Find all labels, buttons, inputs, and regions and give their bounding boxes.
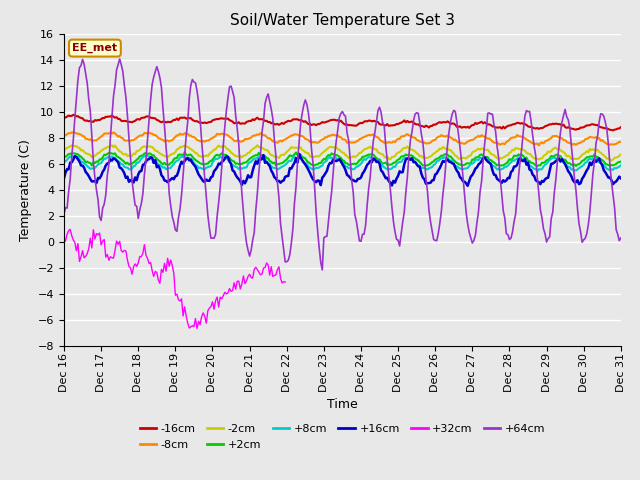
Y-axis label: Temperature (C): Temperature (C) bbox=[19, 139, 32, 240]
Legend: -16cm, -8cm, -2cm, +2cm, +8cm, +16cm, +32cm, +64cm: -16cm, -8cm, -2cm, +2cm, +8cm, +16cm, +3… bbox=[135, 420, 550, 454]
Text: EE_met: EE_met bbox=[72, 43, 118, 53]
Title: Soil/Water Temperature Set 3: Soil/Water Temperature Set 3 bbox=[230, 13, 455, 28]
X-axis label: Time: Time bbox=[327, 398, 358, 411]
